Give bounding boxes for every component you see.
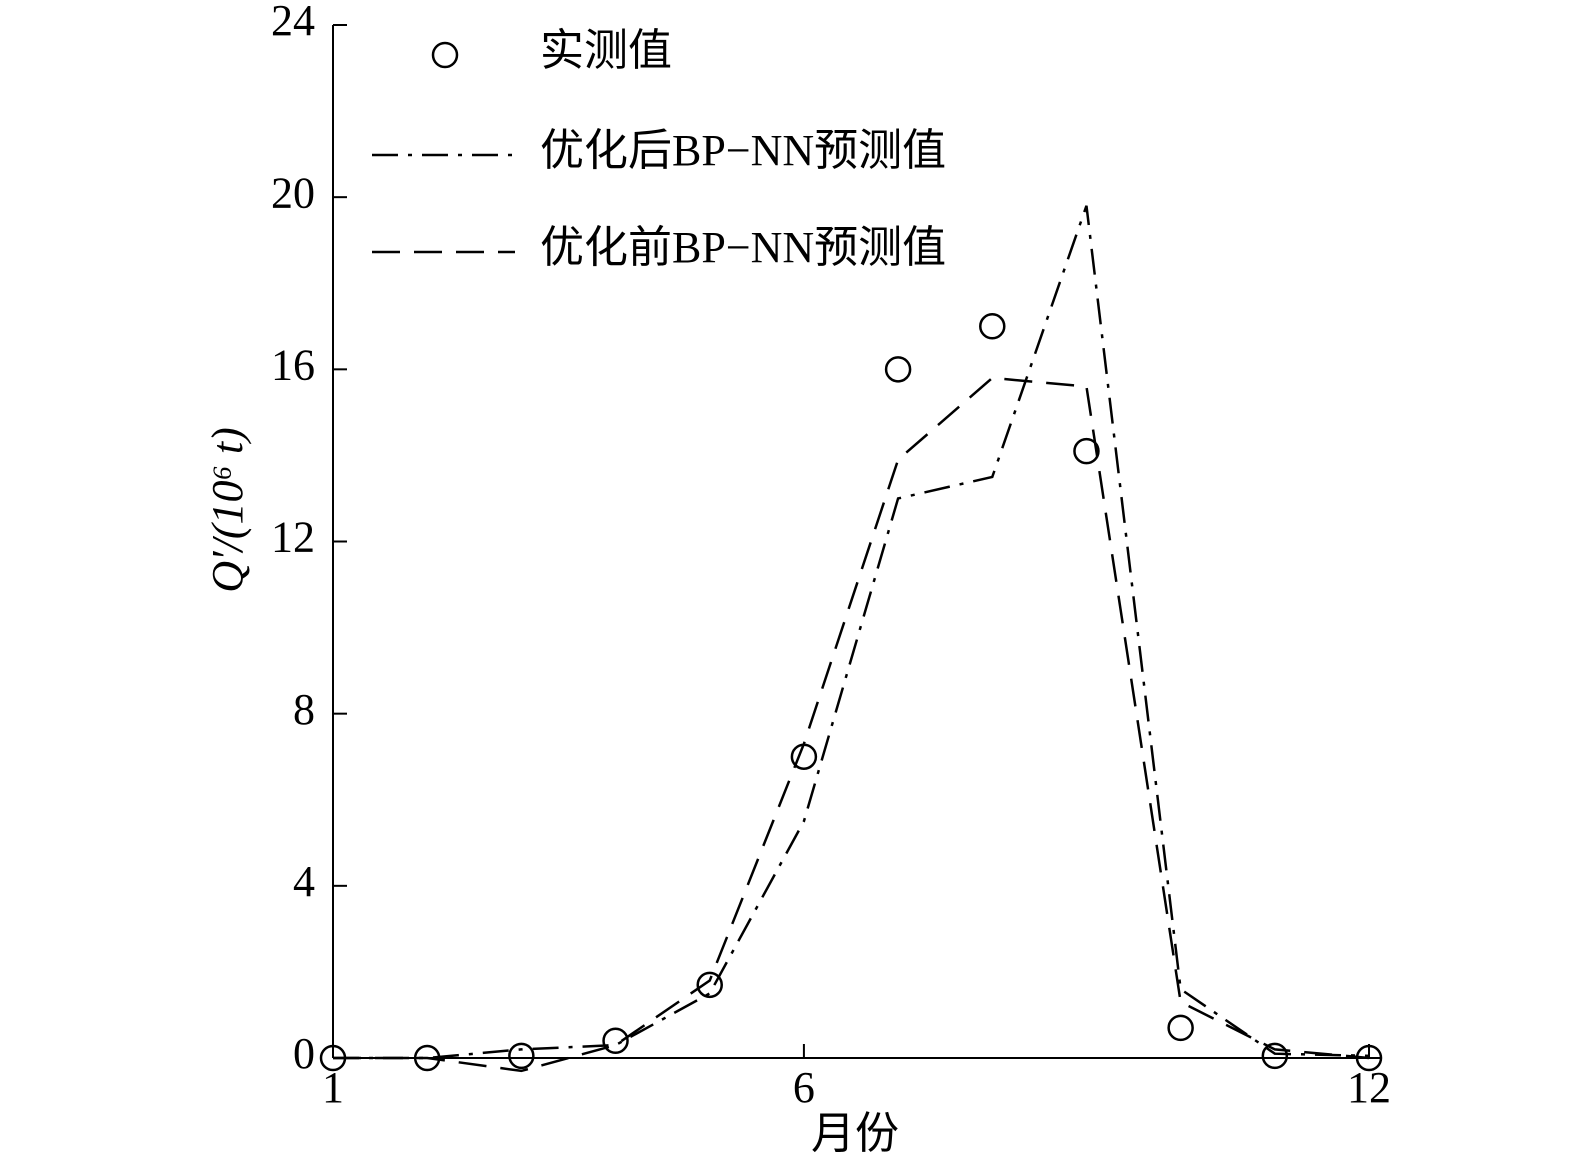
- y-tick-label: 16: [271, 340, 315, 389]
- legend-label: 优化后BP−NN预测值: [540, 126, 946, 175]
- y-tick-label: 20: [271, 168, 315, 217]
- y-tick-label: 24: [271, 0, 315, 45]
- y-tick-label: 12: [271, 513, 315, 562]
- y-tick-label: 8: [293, 685, 315, 734]
- data-point: [1261, 1042, 1289, 1070]
- y-tick-label: 4: [293, 857, 315, 906]
- x-tick-label: 6: [793, 1063, 815, 1112]
- data-point: [979, 313, 1006, 340]
- y-tick-label: 0: [293, 1029, 315, 1078]
- x-axis-label: 月份: [811, 1109, 899, 1158]
- data-point: [508, 1042, 535, 1070]
- series-line: [333, 376, 1370, 1073]
- legend-label: 实测值: [540, 26, 672, 75]
- data-point: [1073, 437, 1100, 465]
- y-axis-label: Q′/(10⁶ t): [203, 427, 252, 592]
- data-point: [1167, 1014, 1194, 1042]
- series-line: [333, 205, 1370, 1060]
- legend-marker: [431, 41, 459, 69]
- x-tick-label: 12: [1347, 1063, 1391, 1112]
- legend-label: 优化前BP−NN预测值: [540, 223, 946, 272]
- data-point: [696, 971, 723, 999]
- data-point: [884, 356, 912, 383]
- x-tick-label: 1: [322, 1063, 344, 1112]
- data-point: [602, 1027, 629, 1055]
